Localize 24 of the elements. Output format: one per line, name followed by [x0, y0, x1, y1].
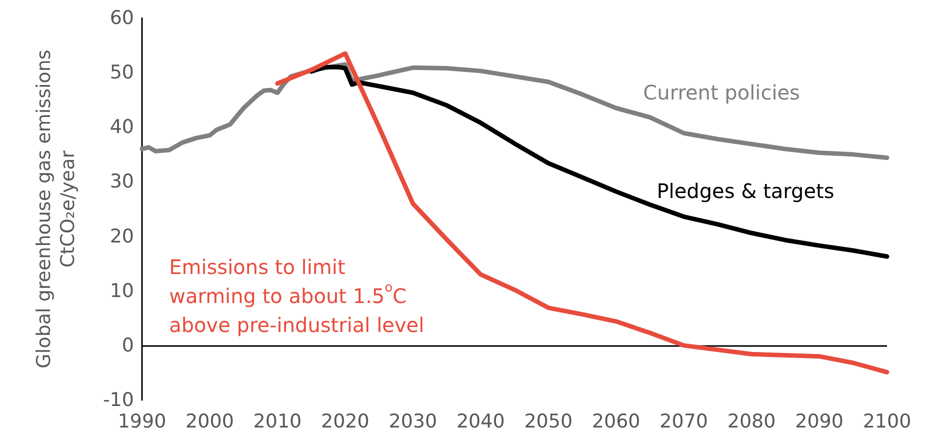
x-tick-label: 2080 — [727, 410, 776, 432]
x-tick-label: 2010 — [253, 410, 302, 432]
y-tick-label: 60 — [110, 7, 134, 29]
y-tick-label: 0 — [122, 334, 134, 356]
x-tick-label: 1990 — [118, 410, 166, 432]
x-tick-label: 2040 — [456, 410, 505, 432]
x-tick-label: 2050 — [524, 410, 573, 432]
x-tick-label: 2020 — [321, 410, 370, 432]
x-tick-label: 2060 — [592, 410, 640, 432]
y-tick-label: 20 — [110, 225, 134, 248]
y-tick-label: 30 — [110, 170, 134, 193]
series-label: Current policies — [643, 80, 800, 105]
y-tick-label: -10 — [102, 389, 134, 411]
y-tick-label: 40 — [110, 116, 134, 138]
y-axis-title: Global greenhouse gas emissions CtCO₂e/year — [33, 50, 79, 368]
x-tick-label: 2030 — [388, 410, 438, 432]
x-tick-label: 2070 — [660, 410, 708, 432]
x-tick-label: 2090 — [795, 410, 844, 432]
y-tick-label: 10 — [110, 280, 134, 302]
y-tick-label: 50 — [110, 62, 134, 84]
x-tick-label: 2100 — [862, 410, 912, 432]
series-label: Pledges & targets — [656, 178, 834, 203]
x-tick-label: 2000 — [186, 410, 234, 432]
line-series — [309, 64, 890, 259]
